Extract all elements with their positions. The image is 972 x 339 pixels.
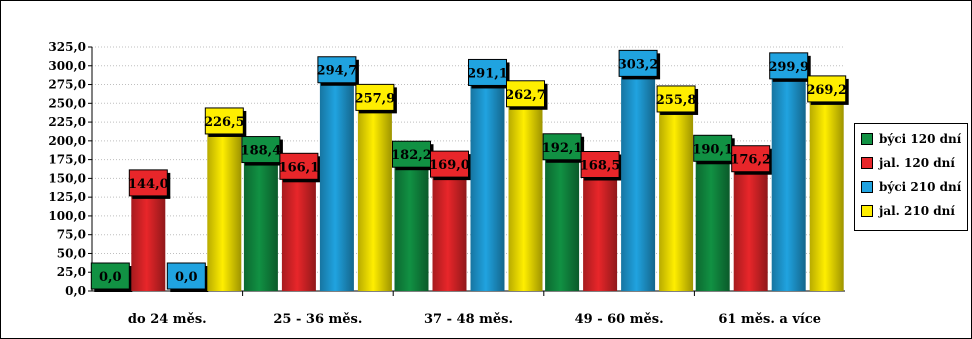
legend-swatch bbox=[861, 181, 873, 193]
data-label-box bbox=[241, 136, 281, 164]
y-tick-label: 75,0 bbox=[57, 228, 86, 242]
y-tick-label: 300,0 bbox=[48, 59, 86, 73]
y-tick-label: 250,0 bbox=[48, 96, 86, 110]
data-label-box bbox=[355, 83, 395, 111]
data-label: 192,1 bbox=[542, 141, 583, 156]
category-label: do 24 měs. bbox=[128, 312, 207, 327]
data-label-box bbox=[430, 150, 469, 178]
legend-swatch bbox=[861, 205, 873, 217]
data-label-box bbox=[656, 85, 696, 113]
data-label-box bbox=[618, 49, 658, 77]
y-tick-label: 225,0 bbox=[48, 115, 86, 129]
data-label: 299,9 bbox=[768, 60, 809, 75]
bar bbox=[394, 154, 429, 291]
y-tick-label: 325,0 bbox=[48, 40, 86, 54]
category-label: 49 - 60 měs. bbox=[575, 312, 664, 327]
y-tick-label: 125,0 bbox=[48, 190, 86, 204]
bar bbox=[733, 158, 768, 291]
data-label-box bbox=[693, 134, 733, 162]
legend-label: býci 210 dní bbox=[879, 180, 962, 194]
bar bbox=[508, 93, 543, 292]
data-label-box bbox=[506, 80, 545, 108]
data-label-box bbox=[807, 75, 847, 103]
bar bbox=[319, 69, 354, 291]
data-label: 190,1 bbox=[692, 142, 733, 157]
data-label-box bbox=[279, 152, 319, 180]
legend-item-byci-120: býci 120 dní bbox=[861, 131, 961, 147]
data-label: 168,5 bbox=[580, 158, 621, 173]
data-label: 303,2 bbox=[618, 57, 659, 72]
bar bbox=[659, 98, 694, 291]
data-label: 0,0 bbox=[99, 270, 122, 285]
data-label: 0,0 bbox=[175, 270, 198, 285]
category-label: 37 - 48 měs. bbox=[424, 312, 513, 327]
chart-legend: býci 120 dní jal. 120 dní býci 210 dní j… bbox=[854, 123, 968, 231]
data-label: 166,1 bbox=[279, 160, 320, 175]
y-tick-label: 200,0 bbox=[48, 134, 86, 148]
bar bbox=[432, 164, 467, 291]
bar bbox=[583, 164, 618, 291]
data-label: 226,5 bbox=[204, 115, 245, 130]
y-tick-label: 100,0 bbox=[48, 209, 86, 223]
y-tick-label: 150,0 bbox=[48, 171, 86, 185]
data-label: 291,1 bbox=[467, 66, 508, 81]
bar bbox=[771, 65, 806, 292]
y-tick-label: 275,0 bbox=[48, 78, 86, 92]
data-label: 188,4 bbox=[241, 144, 282, 159]
category-label: 25 - 36 měs. bbox=[273, 312, 362, 327]
legend-item-byci-210: býci 210 dní bbox=[861, 179, 961, 195]
bar bbox=[357, 97, 392, 291]
legend-label: jal. 210 dní bbox=[879, 204, 955, 218]
data-label: 269,2 bbox=[806, 83, 847, 98]
bar bbox=[470, 72, 505, 291]
legend-swatch bbox=[861, 157, 873, 169]
bar bbox=[695, 148, 730, 291]
data-label-box bbox=[580, 150, 620, 178]
data-label-box bbox=[166, 262, 206, 290]
data-label-box bbox=[317, 56, 357, 84]
data-label-box bbox=[542, 133, 582, 161]
data-label-box bbox=[468, 58, 507, 86]
data-label: 169,0 bbox=[429, 158, 470, 173]
legend-label: jal. 120 dní bbox=[879, 156, 955, 170]
legend-item-jal-120: jal. 120 dní bbox=[861, 155, 955, 171]
data-label: 255,8 bbox=[656, 93, 697, 108]
data-label-box bbox=[90, 262, 130, 290]
data-label-box bbox=[731, 145, 771, 173]
legend-swatch bbox=[861, 133, 873, 145]
data-label-box bbox=[392, 140, 431, 168]
data-label: 294,7 bbox=[317, 64, 358, 79]
bar bbox=[243, 149, 278, 291]
data-label: 144,0 bbox=[128, 177, 169, 192]
bar bbox=[621, 63, 656, 292]
y-tick-label: 25,0 bbox=[57, 265, 86, 279]
data-label: 176,2 bbox=[730, 153, 771, 168]
category-label: 61 měs. a více bbox=[718, 312, 821, 327]
y-tick-label: 0,0 bbox=[65, 284, 86, 298]
data-label-box bbox=[128, 169, 168, 197]
legend-label: býci 120 dní bbox=[879, 132, 962, 146]
bar bbox=[809, 88, 844, 292]
data-label: 262,7 bbox=[505, 88, 546, 103]
data-label: 257,9 bbox=[355, 91, 396, 106]
legend-item-jal-210: jal. 210 dní bbox=[861, 203, 955, 219]
data-label-box bbox=[769, 52, 809, 80]
data-label-box bbox=[204, 107, 244, 135]
y-tick-label: 175,0 bbox=[48, 153, 86, 167]
bar bbox=[207, 120, 242, 291]
bar bbox=[131, 182, 166, 291]
bar bbox=[281, 166, 316, 291]
bar bbox=[545, 146, 580, 291]
data-label: 182,2 bbox=[391, 148, 432, 163]
y-tick-label: 50,0 bbox=[57, 246, 86, 260]
